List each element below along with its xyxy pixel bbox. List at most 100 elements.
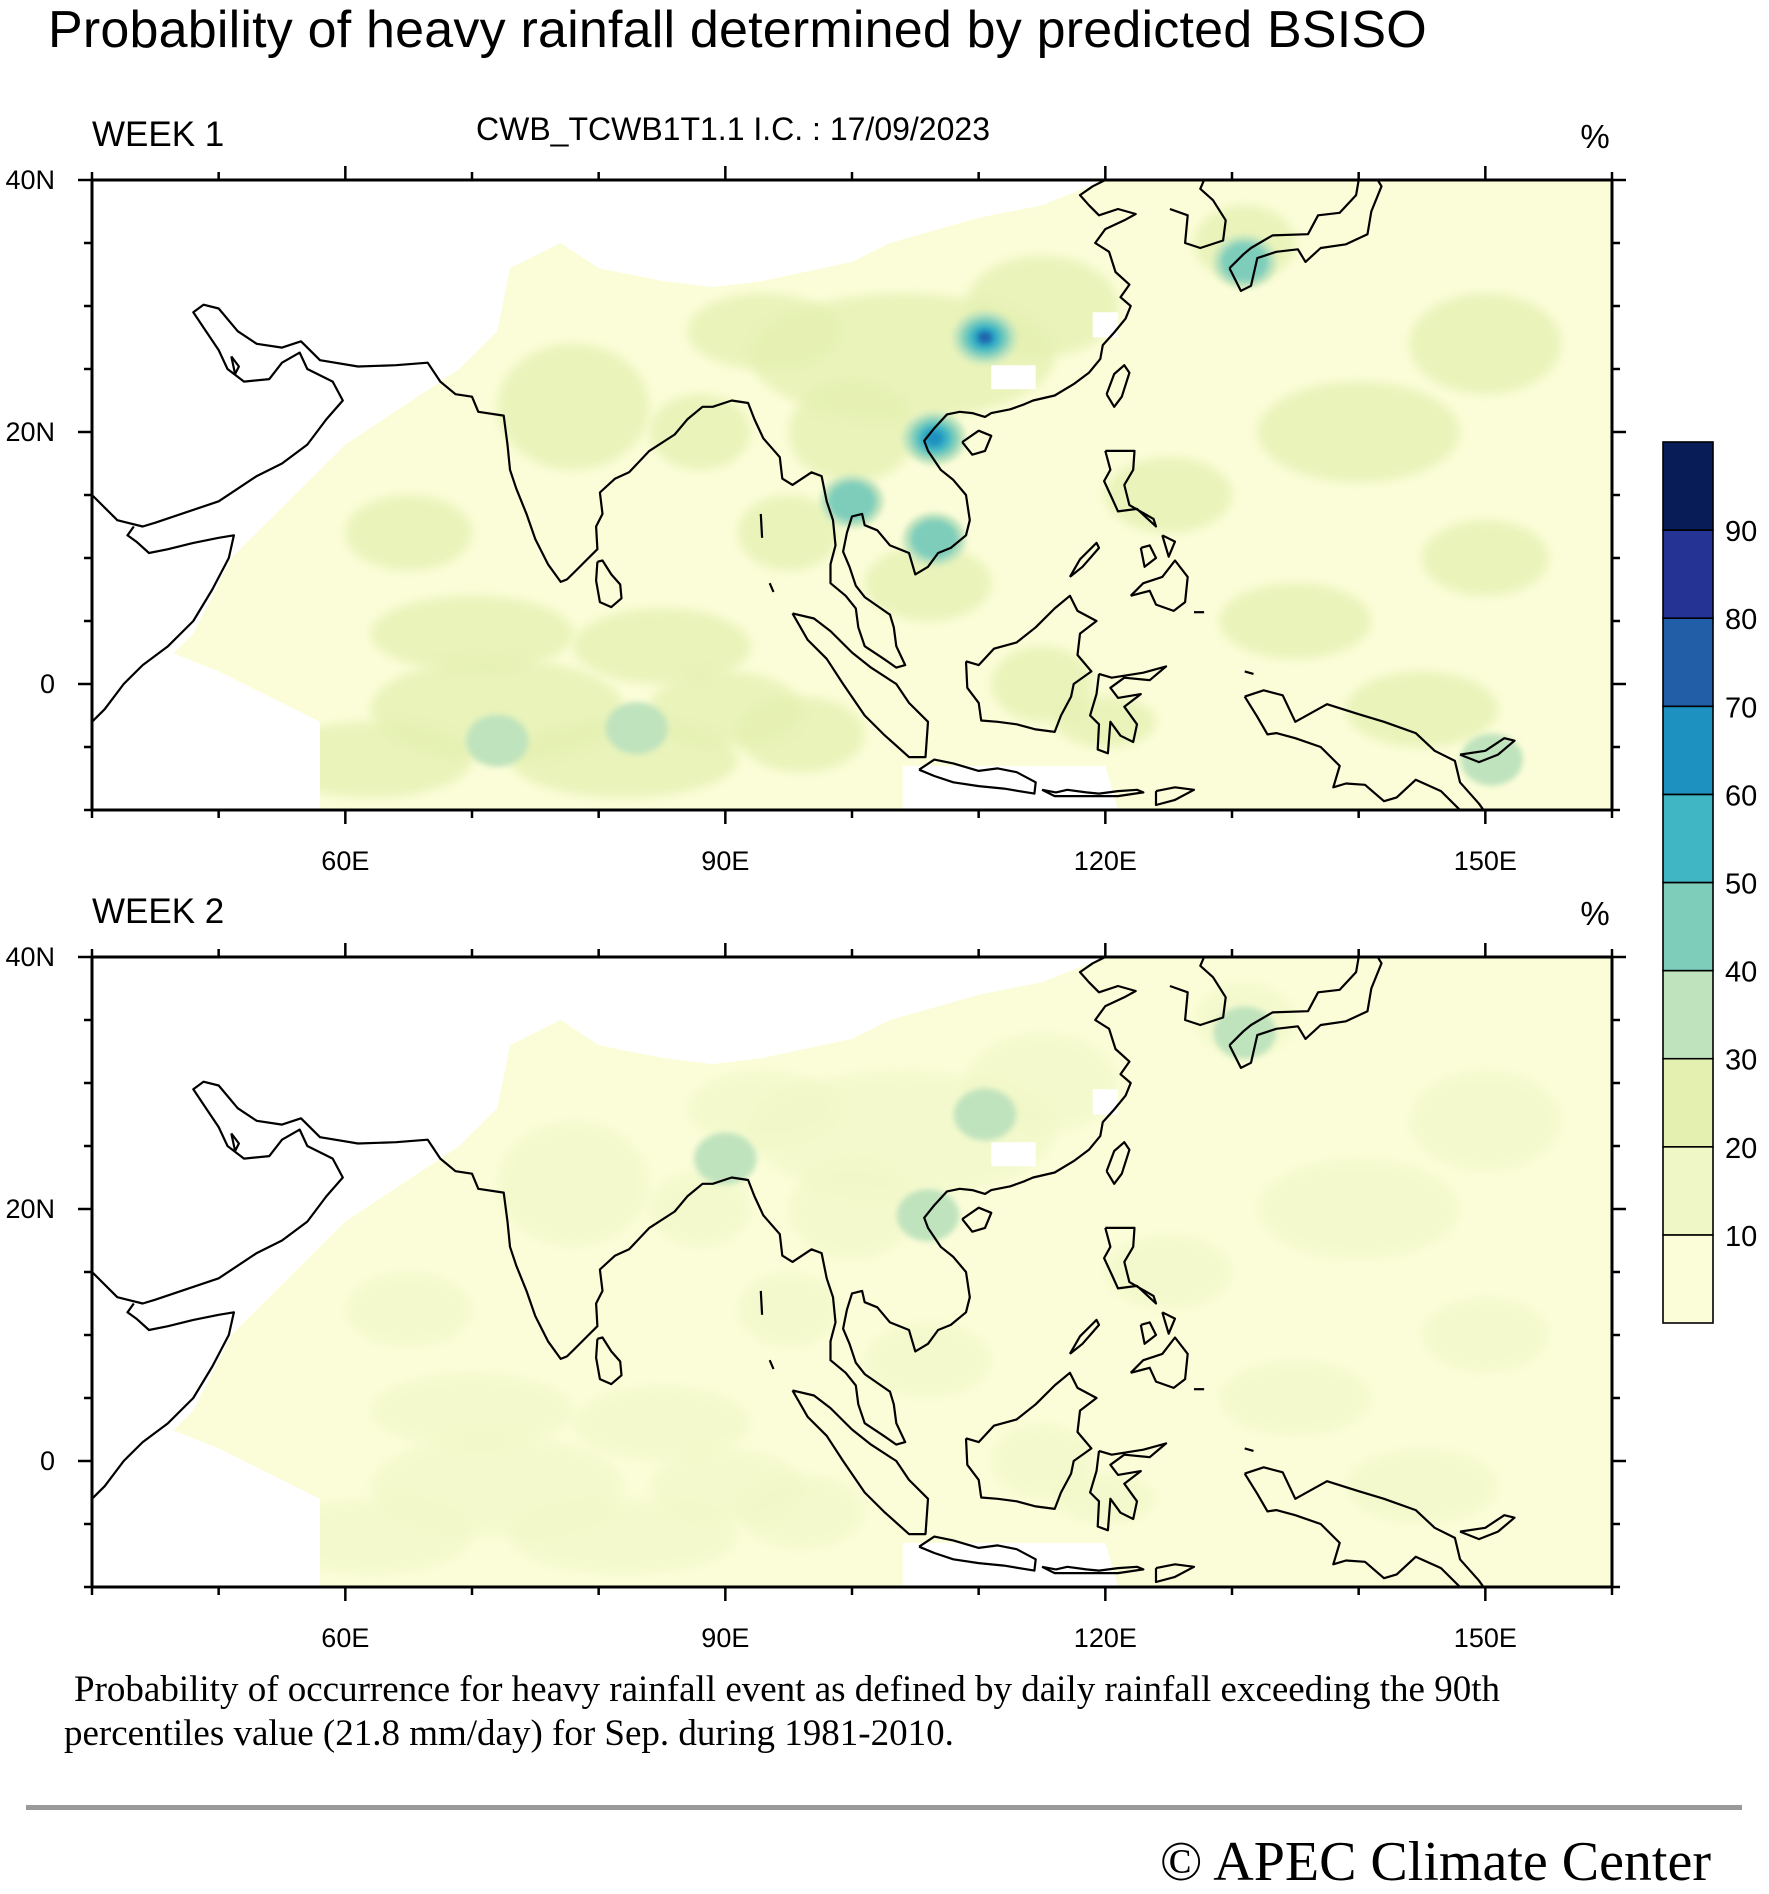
field-patch xyxy=(788,1158,916,1260)
field-patch xyxy=(788,381,916,483)
field-patch xyxy=(1409,1070,1562,1172)
lon-tick-label: 120E xyxy=(1074,846,1137,876)
field-patch xyxy=(497,343,650,470)
colorbar-label: 60 xyxy=(1725,780,1757,812)
coastline xyxy=(1459,737,1516,764)
coastline xyxy=(1154,1563,1196,1584)
field-patch xyxy=(1409,293,1562,395)
missing-data-area xyxy=(92,1347,320,1587)
coastline xyxy=(1228,180,1383,292)
hotspot-mekong xyxy=(910,519,959,560)
field-patch xyxy=(1054,696,1157,747)
coastline xyxy=(594,559,623,609)
colorbar-label: 10 xyxy=(1725,1221,1757,1253)
hotspot-south-china xyxy=(979,332,991,343)
field-patch xyxy=(1422,520,1549,596)
map-panel-week-1: 60E 90E 120E 150E 40N 20N 0 WEEK 1% xyxy=(5,115,1626,876)
coastline xyxy=(92,180,1137,669)
field-patch xyxy=(370,1372,574,1449)
field-patch xyxy=(738,1272,840,1348)
coastline xyxy=(961,1206,993,1233)
colorbar-box xyxy=(1662,1057,1714,1148)
coastline xyxy=(1139,544,1158,568)
islet xyxy=(759,1290,764,1315)
missing-data-area xyxy=(1092,1089,1118,1115)
missing-data-area xyxy=(991,365,1036,390)
coastline xyxy=(1068,541,1101,578)
coastline xyxy=(1041,1565,1145,1575)
field-patch xyxy=(864,1322,992,1398)
field-patch xyxy=(1105,457,1232,533)
coastline xyxy=(1228,957,1383,1070)
coastline xyxy=(1243,689,1485,810)
coastline xyxy=(1161,534,1177,558)
lat-tick-label: 20N xyxy=(5,1194,55,1224)
caption-line-1: Probability of occurrence for heavy rain… xyxy=(74,1669,1500,1710)
panel-week-label: WEEK 1 xyxy=(92,115,224,154)
map-panel-week-2: 60E 90E 120E 150E 40N 20N 0 WEEK 2% xyxy=(5,892,1626,1653)
field-patch xyxy=(738,696,865,773)
caption: Probability of occurrence for heavy rain… xyxy=(64,1668,1664,1756)
hotspot-north-vietnam xyxy=(896,1189,960,1242)
coastline xyxy=(1105,364,1131,408)
colorbar-box xyxy=(1662,441,1714,531)
coastline xyxy=(791,612,930,759)
field-patch xyxy=(1219,583,1372,659)
lat-tick-label: 0 xyxy=(40,1446,55,1476)
caption-line-2: percentiles value (21.8 mm/day) for Sep.… xyxy=(64,1713,954,1754)
field-patch xyxy=(1346,1448,1498,1524)
coastline xyxy=(1154,786,1196,807)
lon-tick-label: 90E xyxy=(701,1623,749,1653)
coastline xyxy=(1169,957,1227,1027)
coastline xyxy=(1088,665,1168,755)
main-title: Probability of heavy rainfall determined… xyxy=(48,1,1427,59)
colorbar-box xyxy=(1662,881,1714,972)
coastline xyxy=(1105,1141,1131,1185)
panel-unit-label: % xyxy=(1580,895,1609,932)
panel-week-label: WEEK 2 xyxy=(92,892,224,931)
coastline xyxy=(1041,788,1145,798)
field-patch xyxy=(1346,671,1498,747)
islet xyxy=(1244,1447,1254,1452)
field-patch xyxy=(573,1385,751,1461)
lat-tick-label: 40N xyxy=(5,165,55,195)
field-patch xyxy=(345,495,472,571)
missing-data-area xyxy=(902,765,1118,810)
colorbar-box xyxy=(1662,969,1714,1060)
colorbar-label: 90 xyxy=(1725,516,1757,548)
field-patch xyxy=(649,394,751,470)
coastline xyxy=(964,594,1098,734)
colorbar-label: 20 xyxy=(1725,1133,1757,1165)
missing-data-area xyxy=(1092,312,1118,338)
field-patch xyxy=(370,595,574,672)
colorbar-box xyxy=(1662,1146,1714,1236)
colorbar-box xyxy=(1662,617,1714,708)
field-patch xyxy=(1054,1473,1157,1525)
coastline xyxy=(1161,1311,1177,1335)
model-info: CWB_TCWB1T1.1 I.C. : 17/09/2023 xyxy=(476,111,990,147)
hotspot-japan xyxy=(1220,241,1269,282)
field-patch xyxy=(1257,381,1460,483)
field-patch xyxy=(345,1272,472,1348)
colorbar-box xyxy=(1662,705,1714,796)
field-patch xyxy=(687,1070,840,1146)
coastline xyxy=(92,525,235,723)
missing-data-area xyxy=(902,1542,1118,1587)
lon-tick-label: 60E xyxy=(321,1623,369,1653)
hotspot-eq-io-mid xyxy=(605,702,668,755)
field-patch xyxy=(738,1473,865,1550)
coastline xyxy=(1088,1442,1168,1532)
lon-tick-label: 90E xyxy=(701,846,749,876)
coastline xyxy=(1243,1466,1485,1587)
islet xyxy=(768,582,775,593)
footer-divider xyxy=(26,1805,1742,1810)
field-patch xyxy=(1105,1234,1232,1310)
field-patch xyxy=(573,608,751,684)
field-patch xyxy=(510,721,738,798)
colorbar-label: 50 xyxy=(1725,869,1757,901)
coastline xyxy=(1129,1336,1189,1390)
lon-tick-label: 150E xyxy=(1454,846,1517,876)
colorbar-label: 70 xyxy=(1725,692,1757,724)
coastline xyxy=(1129,559,1189,613)
field-patch xyxy=(1219,1360,1372,1436)
